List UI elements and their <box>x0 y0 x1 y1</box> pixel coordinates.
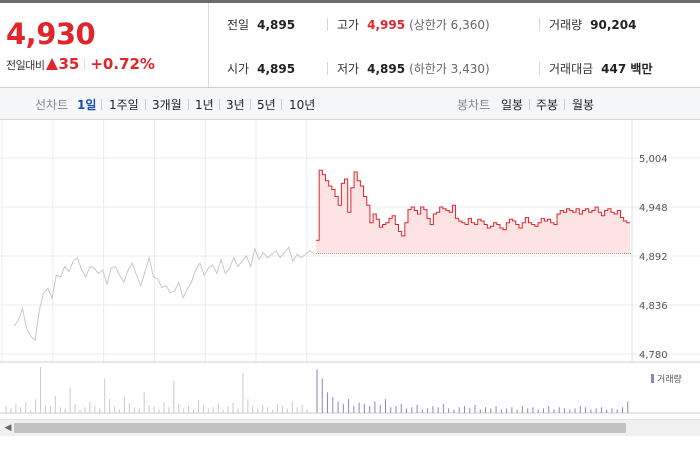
turnover-value: 447 백만 <box>601 62 653 76</box>
tab-period-1week[interactable]: 1주일 <box>109 98 139 112</box>
current-price: 4,930 <box>6 17 96 51</box>
volume-label: 거래량 <box>549 18 583 32</box>
tab-period-5year[interactable]: 5년 <box>257 98 276 112</box>
previous-day-price-line <box>13 246 315 341</box>
y-tick-label: 4,780 <box>639 350 668 361</box>
tab-candle-weekly[interactable]: 주봉 <box>536 98 559 112</box>
tab-candle-daily[interactable]: 일봉 <box>501 98 524 112</box>
divider <box>188 99 189 110</box>
open-label: 시가 <box>227 62 250 76</box>
divider <box>327 18 328 31</box>
volume-legend-label: 거래량 <box>657 373 682 385</box>
today-price-line <box>316 169 630 241</box>
high-value: 4,995 <box>367 18 406 32</box>
low-value: 4,895 <box>367 62 406 76</box>
turnover: 거래대금 447 백만 <box>549 60 652 77</box>
divider <box>281 99 282 110</box>
y-tick-label: 5,004 <box>639 154 668 165</box>
divider <box>529 99 530 110</box>
lower-limit: (하한가 3,430) <box>409 62 490 76</box>
tab-candle-monthly[interactable]: 월봉 <box>572 98 595 112</box>
y-tick-label: 4,948 <box>639 203 668 214</box>
tab-period-10year[interactable]: 10년 <box>289 98 316 112</box>
volume-legend-swatch <box>651 374 654 383</box>
scrollbar-thumb[interactable] <box>14 423 626 433</box>
chart-scrollbar[interactable]: ◀ <box>0 419 700 436</box>
scroll-left-arrow-icon[interactable]: ◀ <box>4 423 12 433</box>
line-chart-label: 선차트 <box>35 98 69 112</box>
chart-period-toolbar: 선차트 1일 1주일 3개월 1년 3년 5년 10년 봉차트 일봉 주봉 월봉 <box>0 88 700 120</box>
y-tick-label: 4,836 <box>639 301 668 312</box>
divider <box>101 99 102 110</box>
divider <box>84 58 86 70</box>
tab-period-1year[interactable]: 1년 <box>195 98 214 112</box>
current-price-box: 4,930 전일대비 35 +0.72% <box>0 3 209 87</box>
quote-summary: 4,930 전일대비 35 +0.72% 전일 4,895 고가 4,995 (상한가 6… <box>0 3 700 88</box>
candle-chart-label: 봉차트 <box>457 98 491 112</box>
y-tick-label: 4,892 <box>639 252 668 263</box>
divider <box>564 99 565 110</box>
change-rate: +0.72% <box>90 55 155 73</box>
tab-period-3year[interactable]: 3년 <box>226 98 245 112</box>
today-price-area <box>316 170 630 254</box>
volume: 거래량 90,204 <box>549 16 636 33</box>
chart-canvas: 5,004 4,948 4,892 4,836 4,780 거래량 <box>0 120 700 414</box>
tab-period-1day[interactable]: 1일 <box>77 98 97 112</box>
divider <box>145 99 146 110</box>
divider <box>219 99 220 110</box>
turnover-label: 거래대금 <box>549 62 594 76</box>
upper-limit: (상한가 6,360) <box>409 18 490 32</box>
divider <box>327 62 328 75</box>
change-line: 전일대비 35 +0.72% <box>6 55 155 73</box>
change-label: 전일대비 <box>6 59 45 72</box>
high-label: 고가 <box>337 18 360 32</box>
day-high: 고가 4,995 (상한가 6,360) <box>337 16 490 33</box>
divider <box>539 18 540 31</box>
change-amount: 35 <box>58 55 80 73</box>
top-border <box>0 0 700 3</box>
tab-period-3month[interactable]: 3개월 <box>152 98 182 112</box>
volume-value: 90,204 <box>590 18 637 32</box>
open-value: 4,895 <box>257 62 296 76</box>
low-label: 저가 <box>337 62 360 76</box>
prev-close-label: 전일 <box>227 18 250 32</box>
intraday-chart: 5,004 4,948 4,892 4,836 4,780 거래량 <box>0 120 700 415</box>
day-low: 저가 4,895 (하한가 3,430) <box>337 60 490 77</box>
prev-close-value: 4,895 <box>257 18 296 32</box>
bottom-area <box>0 436 700 450</box>
divider <box>539 62 540 75</box>
divider <box>250 99 251 110</box>
up-triangle-icon <box>46 58 59 70</box>
prev-close: 전일 4,895 <box>227 16 295 33</box>
open-price: 시가 4,895 <box>227 60 295 77</box>
